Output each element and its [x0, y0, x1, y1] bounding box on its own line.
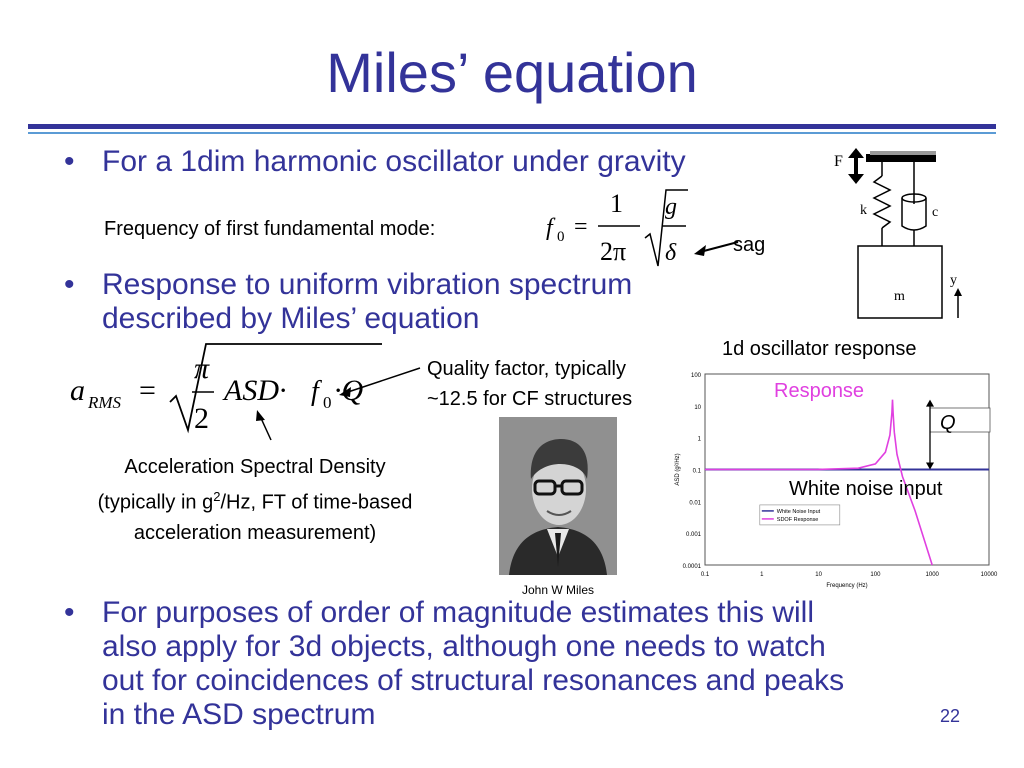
- legend-label: White Noise Input: [777, 509, 821, 515]
- y-tick-label: 0.0001: [683, 564, 702, 570]
- force-arrow-down: [848, 174, 864, 184]
- formula-numerator: 1: [610, 189, 623, 218]
- photo-caption: John W Miles: [521, 583, 595, 597]
- q-arrow-head: [339, 387, 351, 397]
- eq-a: a: [70, 374, 85, 407]
- force-arrow-up: [848, 148, 864, 158]
- y-tick-label: 100: [691, 373, 702, 379]
- x-tick-label: 1: [760, 572, 764, 578]
- sag-label: sag: [733, 234, 766, 256]
- q-arrow-bottom: [926, 462, 934, 470]
- q-arrow: [344, 367, 421, 394]
- q-annotation: Q: [940, 412, 956, 434]
- x-tick-label: 1000: [926, 572, 940, 578]
- formula-delta: δ: [665, 240, 677, 266]
- portrait-figure: [499, 417, 617, 575]
- bullet-text: out for coincidences of structural reson…: [102, 664, 845, 697]
- mass-block: [857, 245, 943, 319]
- q-box: [929, 407, 991, 433]
- y-tick-label: 0.1: [693, 469, 702, 475]
- sqrt-sign: [644, 189, 688, 267]
- eq-rms: RMS: [87, 393, 122, 412]
- quality-note-line: Quality factor, typically: [427, 358, 626, 380]
- sag-arrow: [699, 241, 739, 253]
- bullet-dot: •: [64, 596, 75, 629]
- oscillator-diagram: F k c m y: [834, 148, 962, 319]
- y-label: y: [950, 273, 957, 288]
- frequency-label: Frequency of first fundamental mode:: [104, 218, 436, 240]
- eq-equals: =: [139, 374, 156, 407]
- page-number: 22: [940, 706, 961, 726]
- bullet-text: also apply for 3d objects, although one …: [102, 630, 826, 663]
- asd-note-line: (typically in g2/Hz, FT of time-based: [97, 489, 413, 514]
- title-divider-thin: [28, 132, 996, 134]
- response-chart: 100 10 1 0.1 0.01 0.001 0.0001 0.1 1 10 100 1000 100…: [675, 373, 998, 589]
- y-tick-label: 0.01: [689, 500, 701, 506]
- x-tick-label: 10000: [981, 572, 998, 578]
- eq-pi: π: [194, 352, 210, 385]
- quality-note: Quality factor, typically ~12.5 for CF s…: [427, 354, 632, 414]
- bullet-dot: •: [64, 145, 75, 178]
- eq-two: 2: [194, 402, 209, 435]
- title-divider: [28, 124, 996, 129]
- spring: [872, 175, 892, 229]
- annotation-arrows: [256, 367, 421, 441]
- formula-sub: 0: [557, 229, 565, 245]
- formula-denominator: 2π: [600, 237, 626, 266]
- asd-note: Acceleration Spectral Density (typically…: [40, 452, 470, 548]
- slide-title: Miles’ equation: [326, 41, 698, 104]
- quality-note-line: ~12.5 for CF structures: [427, 388, 633, 410]
- bullet-text: described by Miles’ equation: [102, 302, 480, 335]
- portrait-photo: [499, 417, 617, 575]
- damper-label: c: [932, 205, 938, 220]
- y-axis-label: ASD (g²/Hz): [675, 453, 681, 485]
- mass-label: m: [894, 289, 905, 304]
- support-beam: [866, 154, 936, 162]
- miles-equation: a RMS = π 2 ASD· f 0 ·Q: [70, 343, 382, 435]
- white-noise-annotation: White noise input: [789, 478, 943, 500]
- eq-f: f: [311, 376, 322, 407]
- bullet-response: • Response to uniform vibration spectrum…: [64, 268, 633, 336]
- sdof-response-line: [705, 399, 933, 566]
- formula-equals: =: [574, 214, 588, 240]
- eq-sub: 0: [323, 393, 332, 412]
- y-tick-label: 0.001: [686, 532, 702, 538]
- force-label: F: [834, 153, 843, 170]
- plot-title: 1d oscillator response: [722, 338, 917, 360]
- bullet-oscillator: • For a 1dim harmonic oscillator under g…: [64, 145, 686, 179]
- asd-arrow-head: [256, 410, 265, 421]
- sag-arrow-head: [694, 245, 706, 256]
- bullet-dot: •: [64, 268, 75, 301]
- x-tick-label: 10: [815, 572, 822, 578]
- support-beam-shade: [870, 151, 936, 155]
- bullet-estimates: • For purposes of order of magnitude est…: [64, 596, 845, 732]
- legend-label: SDOF Response: [777, 517, 819, 523]
- response-annotation: Response: [774, 380, 864, 402]
- eq-sqrt-sign: [169, 343, 382, 434]
- bullet-text: For purposes of order of magnitude estim…: [102, 596, 814, 629]
- formula-f: f: [546, 215, 556, 241]
- bullet-text: For a 1dim harmonic oscillator under gra…: [102, 145, 686, 178]
- y-tick-label: 1: [698, 437, 702, 443]
- q-arrow-top: [926, 399, 934, 407]
- legend-box: [759, 504, 841, 526]
- formula-g: g: [665, 194, 677, 220]
- bullet-text: Response to uniform vibration spectrum: [102, 268, 633, 301]
- asd-note-line: Acceleration Spectral Density: [124, 456, 386, 478]
- asd-note-line: acceleration measurement): [133, 521, 377, 544]
- y-tick-label: 10: [694, 405, 701, 411]
- eq-asd: ASD·: [222, 374, 287, 407]
- spring-label: k: [860, 203, 867, 218]
- x-tick-label: 0.1: [701, 572, 710, 578]
- frequency-formula: f 0 = 1 2π g δ: [546, 189, 739, 267]
- bullet-text: in the ASD spectrum: [102, 698, 376, 731]
- x-tick-label: 100: [870, 572, 881, 578]
- x-axis-label: Frequency (Hz): [826, 583, 867, 589]
